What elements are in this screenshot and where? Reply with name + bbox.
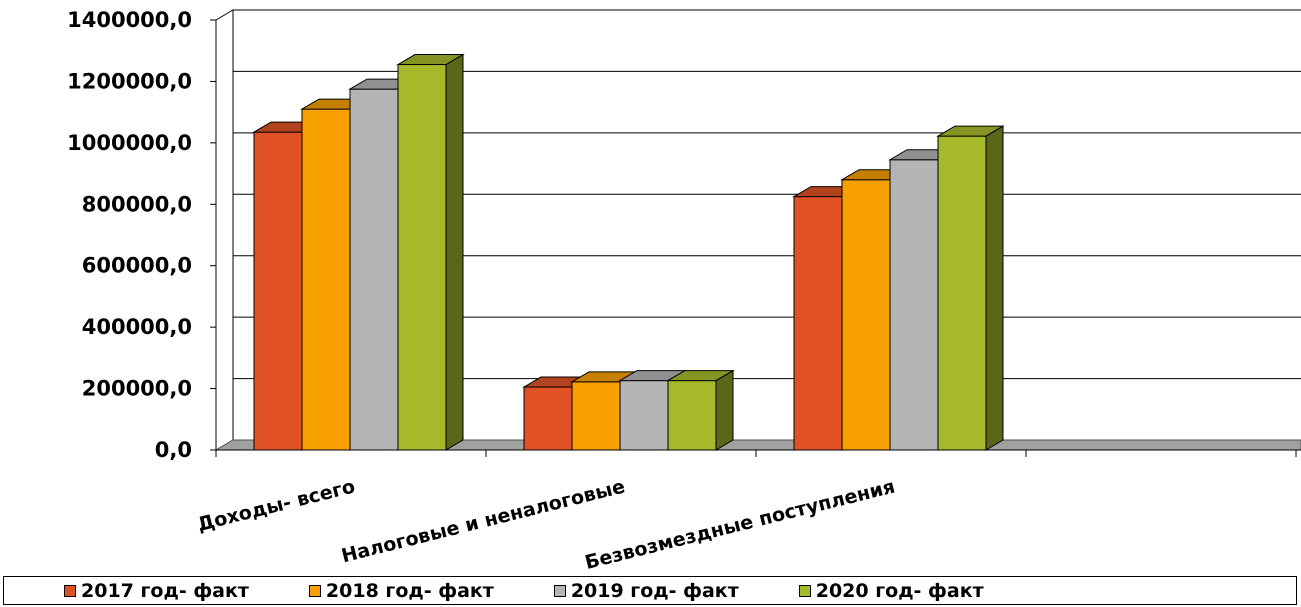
bar-front [937,135,987,451]
bar-front [523,386,573,451]
legend-swatch [64,584,76,597]
legend-swatch [553,584,566,597]
bar-top [396,54,465,66]
bar-front [889,159,939,451]
bar-front [301,108,351,451]
chart-plot: 0,0 200000,0 400000,0 600000,0 800000,0 10000… [67,8,1301,570]
side-wall [215,9,234,451]
y-tick-label: 1400000,0 [67,8,192,32]
legend-item: 2018 год- факт [308,579,494,602]
bar-side [985,125,1004,451]
bar-front [841,179,891,451]
bar-front [349,88,399,451]
legend-label: 2020 год- факт [815,579,984,602]
legend-item: 2019 год- факт [553,579,739,602]
y-tick-label: 1200000,0 [67,69,192,93]
legend: 2017 год- факт 2018 год- факт 2019 год- фа… [3,576,1297,605]
legend-swatch [308,584,321,597]
legend-swatch [798,584,811,597]
legend-label: 2017 год- факт [81,579,249,602]
x-tick-label: Доходы- всего [195,476,357,536]
legend-label: 2018 год- факт [325,579,494,602]
bar-side [445,53,464,451]
y-tick-label: 0,0 [155,438,192,462]
bar-top [666,370,735,382]
bar [396,53,465,451]
bar-top [936,125,1005,137]
y-tick-label: 600000,0 [82,254,192,278]
legend-item: 2020 год- факт [798,579,984,602]
y-tick-label: 400000,0 [82,315,192,339]
chart: 0,0 200000,0 400000,0 600000,0 800000,0 10000… [67,8,1301,570]
y-tick-label: 200000,0 [82,377,192,401]
bar-front [619,380,669,451]
x-tick-label: Безвозмездные поступления [583,476,897,570]
bar [666,369,735,451]
bar-side [715,369,734,451]
bar [936,125,1005,451]
bar-front [571,381,621,451]
bar-front [793,196,843,451]
bar-front [667,380,717,451]
bar-front [397,64,447,451]
bar-front [253,131,303,451]
y-tick-label: 800000,0 [82,192,192,216]
legend-item: 2017 год- факт [64,580,249,602]
y-tick-label: 1000000,0 [67,131,192,155]
legend-label: 2019 год- факт [570,579,739,602]
